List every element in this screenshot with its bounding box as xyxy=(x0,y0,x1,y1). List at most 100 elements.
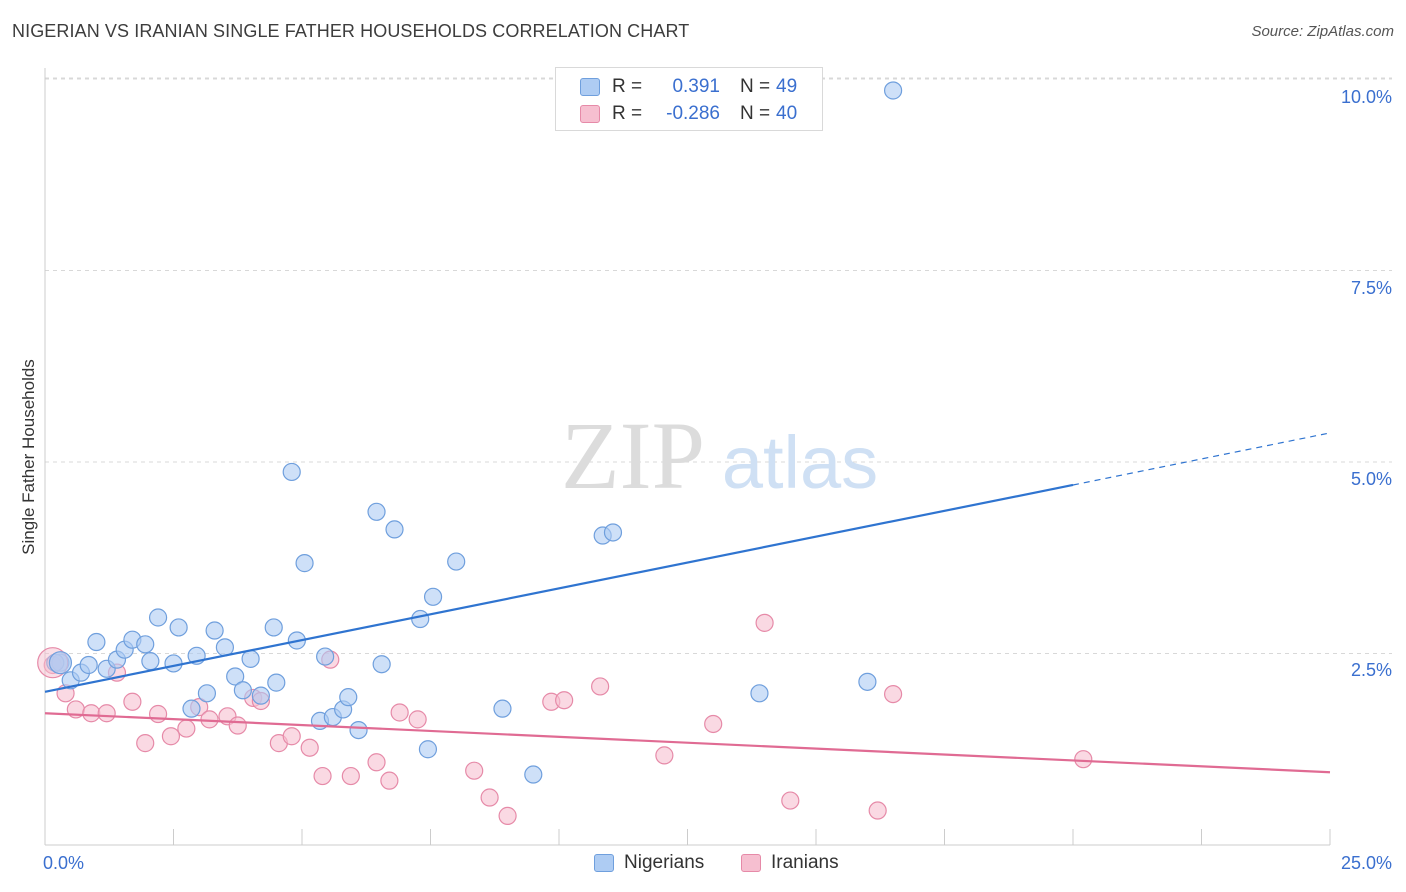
nigerian-point xyxy=(141,652,160,671)
iranian-point xyxy=(465,761,484,780)
iranian-point xyxy=(390,703,409,722)
nigerian-point xyxy=(447,552,466,571)
iranian-point xyxy=(161,727,181,746)
nigerian-point xyxy=(339,688,358,707)
nigerian-point xyxy=(241,649,260,668)
legend-row-iranians: R = -0.286 N = 40 xyxy=(580,102,797,126)
iranian-point xyxy=(177,719,196,738)
iranian-point xyxy=(480,788,499,807)
iranian-point xyxy=(655,746,674,765)
iranian-point xyxy=(781,791,800,810)
nigerian-point xyxy=(858,672,877,691)
watermark: ZIP atlas xyxy=(561,402,878,509)
nigerian-point xyxy=(164,654,183,673)
x-tick-label: 25.0% xyxy=(1340,853,1392,873)
nigerian-point xyxy=(148,608,168,627)
x-tick-label: 0.0% xyxy=(43,853,85,873)
iranian-point xyxy=(282,727,301,746)
y-tick-label: 7.5% xyxy=(1350,278,1392,298)
nigerian-point xyxy=(136,635,155,654)
nigerian-point xyxy=(251,686,270,705)
r-value: 0.391 xyxy=(672,76,720,97)
n-value: 49 xyxy=(776,76,798,97)
nigerian-point xyxy=(385,520,404,539)
chart-source: Source: ZipAtlas.com xyxy=(1251,23,1394,40)
iranian-point xyxy=(1074,750,1093,769)
nigerian-point xyxy=(411,609,430,629)
nigerian-point xyxy=(603,523,623,542)
nigerian-point xyxy=(883,81,903,100)
iranian-point xyxy=(136,734,155,753)
n-value: 40 xyxy=(776,103,798,124)
nigerian-point xyxy=(493,699,512,718)
nigerian-point xyxy=(197,684,217,703)
watermark-atlas: atlas xyxy=(722,421,878,504)
iranian-point xyxy=(341,766,360,786)
legend-label: Nigerians xyxy=(624,852,705,873)
nigerian-point xyxy=(349,720,368,740)
iranian-point xyxy=(123,692,142,711)
nigerian-point xyxy=(169,618,188,637)
y-tick-label: 5.0% xyxy=(1350,469,1392,489)
r-value: -0.286 xyxy=(666,103,720,124)
iranian-point xyxy=(868,801,887,820)
watermark-zip: ZIP xyxy=(561,402,705,509)
correlation-legend: R = 0.391 N = 49 R = -0.286 N = 40 xyxy=(555,67,823,131)
legend-item-iranians: Iranians xyxy=(741,852,839,874)
iranian-point xyxy=(555,691,574,710)
iranian-point xyxy=(313,766,332,786)
nigerians-swatch xyxy=(580,78,600,96)
nigerian-point xyxy=(750,684,769,703)
iranian-point xyxy=(704,714,723,734)
nigerian-point xyxy=(282,462,301,482)
iranian-point xyxy=(148,704,168,724)
nigerian-point-large xyxy=(48,651,73,675)
nigerian-point xyxy=(79,655,98,675)
grid-lines xyxy=(45,77,1392,654)
r-label: R = xyxy=(612,103,643,124)
nigerian-point xyxy=(233,681,252,700)
nigerian-point xyxy=(226,667,245,686)
nigerians-swatch xyxy=(594,854,614,872)
iranians-swatch xyxy=(741,854,761,872)
iranians-swatch xyxy=(580,105,600,123)
iranian-point xyxy=(367,753,386,772)
nigerian-point xyxy=(264,618,283,637)
iranians-trend-line xyxy=(44,712,1331,774)
iranian-point xyxy=(82,704,101,723)
nigerian-point xyxy=(295,554,314,573)
nigerians-trend-extension xyxy=(1072,432,1331,486)
nigerian-point xyxy=(316,647,335,666)
n-label: N = xyxy=(740,76,771,97)
nigerian-point xyxy=(267,673,286,692)
n-label: N = xyxy=(740,103,771,124)
nigerian-point xyxy=(418,740,438,759)
iranian-point xyxy=(200,710,219,729)
iranian-point xyxy=(97,704,116,723)
iranian-point xyxy=(591,677,610,696)
nigerian-point xyxy=(423,587,443,606)
iranian-point xyxy=(380,771,399,790)
y-tick-label: 2.5% xyxy=(1350,660,1392,680)
chart-title: NIGERIAN VS IRANIAN SINGLE FATHER HOUSEH… xyxy=(12,21,690,41)
r-label: R = xyxy=(612,76,643,97)
nigerian-point xyxy=(372,655,391,674)
iranian-point xyxy=(300,738,319,757)
iranian-point xyxy=(498,806,517,825)
axes xyxy=(44,68,1331,846)
legend-row-nigerians: R = 0.391 N = 49 xyxy=(580,75,797,99)
iranian-point xyxy=(883,684,903,704)
nigerian-point xyxy=(205,621,224,640)
nigerian-point xyxy=(87,632,106,652)
nigerian-point xyxy=(524,765,543,784)
nigerian-point xyxy=(367,502,386,521)
legend-item-nigerians: Nigerians xyxy=(594,852,704,874)
y-tick-label: 10.0% xyxy=(1340,87,1392,107)
iranian-point xyxy=(228,716,247,735)
nigerians-trend-line xyxy=(44,483,1074,693)
legend-label: Iranians xyxy=(771,852,839,873)
nigerian-point xyxy=(182,699,201,718)
iranian-point xyxy=(408,710,427,729)
iranian-point xyxy=(755,613,774,632)
